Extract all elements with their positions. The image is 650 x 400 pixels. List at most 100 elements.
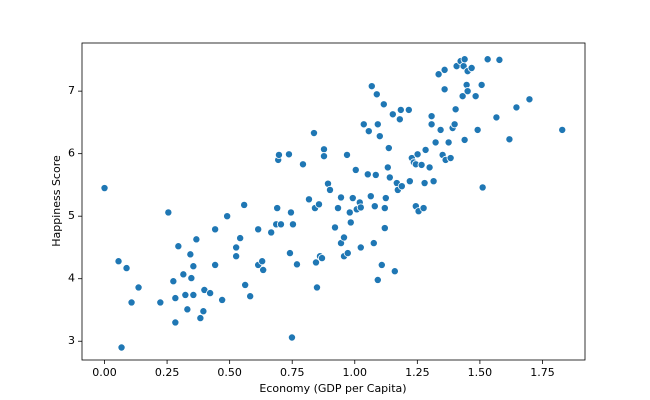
- point: [122, 264, 131, 273]
- point: [254, 225, 263, 234]
- point: [189, 262, 198, 271]
- point: [127, 298, 136, 307]
- point: [381, 194, 390, 203]
- point: [404, 105, 413, 114]
- point: [395, 115, 404, 124]
- y-tick-label: 5: [68, 209, 75, 222]
- point: [427, 120, 436, 129]
- point: [505, 135, 514, 144]
- point: [380, 204, 389, 213]
- point: [419, 204, 428, 213]
- point: [369, 239, 378, 248]
- x-tick-label: 1.75: [530, 366, 555, 379]
- point: [375, 132, 384, 141]
- point: [258, 257, 267, 266]
- point: [114, 257, 123, 266]
- point: [174, 242, 183, 251]
- x-tick-label: 0.50: [217, 366, 242, 379]
- plot-frame: [81, 42, 586, 361]
- x-tick-label: 1.25: [405, 366, 430, 379]
- point: [483, 55, 492, 64]
- point: [427, 112, 436, 121]
- y-tick-label: 3: [68, 334, 75, 347]
- point: [311, 258, 320, 267]
- point: [351, 165, 360, 174]
- point: [240, 200, 249, 209]
- point: [420, 179, 429, 188]
- point: [373, 120, 382, 129]
- point: [512, 103, 521, 112]
- point: [431, 138, 440, 147]
- point: [259, 265, 268, 274]
- point: [492, 113, 501, 122]
- point: [364, 127, 373, 136]
- point: [425, 163, 434, 172]
- point: [223, 212, 232, 221]
- point: [383, 163, 392, 172]
- point: [232, 252, 241, 261]
- point: [186, 250, 195, 259]
- point: [189, 290, 198, 299]
- point: [292, 260, 301, 269]
- point: [363, 170, 372, 179]
- x-tick-label: 1.00: [343, 366, 368, 379]
- point: [436, 125, 445, 134]
- point: [373, 275, 382, 284]
- point: [319, 145, 328, 154]
- point: [284, 150, 293, 159]
- point: [458, 92, 467, 101]
- point: [446, 154, 455, 163]
- x-tick-label: 0.00: [92, 366, 117, 379]
- point: [478, 183, 487, 192]
- point: [370, 202, 379, 211]
- x-tick-label: 0.25: [155, 366, 180, 379]
- point: [314, 200, 323, 209]
- point: [192, 235, 201, 244]
- point: [334, 204, 343, 213]
- point: [276, 220, 285, 229]
- point: [345, 208, 354, 217]
- point: [274, 150, 283, 159]
- point: [417, 160, 426, 169]
- point: [366, 192, 375, 201]
- point: [434, 70, 443, 79]
- point: [319, 152, 328, 161]
- y-tick-label: 7: [68, 84, 75, 97]
- point: [558, 125, 567, 134]
- point: [304, 195, 313, 204]
- point: [134, 283, 143, 292]
- point: [287, 333, 296, 342]
- point: [346, 218, 355, 227]
- x-axis-label: Economy (GDP per Capita): [259, 382, 406, 395]
- point: [100, 184, 109, 193]
- y-axis-label: Happiness Score: [50, 155, 63, 247]
- point: [356, 203, 365, 212]
- point: [450, 120, 459, 129]
- point: [471, 92, 480, 101]
- x-tick-label: 0.75: [280, 366, 305, 379]
- point: [367, 82, 376, 91]
- point: [343, 150, 352, 159]
- point: [385, 173, 394, 182]
- point: [196, 314, 205, 323]
- point: [380, 224, 389, 233]
- point: [356, 243, 365, 252]
- point: [359, 120, 368, 129]
- point: [460, 135, 469, 144]
- point: [317, 254, 326, 263]
- point: [187, 274, 196, 283]
- point: [396, 105, 405, 114]
- point: [440, 85, 449, 94]
- point: [467, 64, 476, 73]
- point: [371, 170, 380, 179]
- point: [405, 177, 414, 186]
- point: [117, 343, 126, 352]
- point: [211, 260, 220, 269]
- point: [199, 307, 208, 316]
- point: [241, 280, 250, 289]
- point: [463, 87, 472, 96]
- point: [286, 208, 295, 217]
- point: [171, 294, 180, 303]
- point: [312, 283, 321, 292]
- point: [169, 277, 178, 286]
